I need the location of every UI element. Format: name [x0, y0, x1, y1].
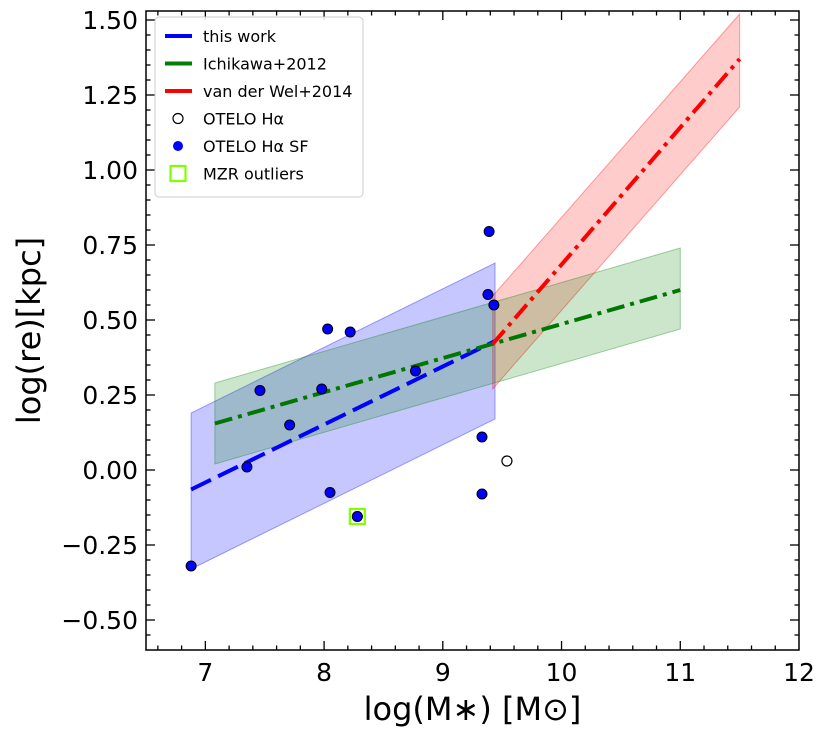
otelo-h-sf-point: [324, 487, 336, 498]
y-tick-label: 0.50: [82, 306, 138, 335]
y-tick-labels: −0.50 −0.25 0.00 0.25 0.50 0.75 1.00 1.25 1.50: [61, 6, 138, 635]
legend-filled-circle: [173, 141, 183, 151]
otelo-h-sf-point: [241, 461, 253, 473]
fit-lines: [190, 57, 742, 492]
x-tick-labels: 7 8 9 10 11 12: [197, 658, 814, 687]
legend-item-otelo-h-sf: OTELO Hα SF: [173, 137, 309, 156]
legend-label: OTELO Hα: [203, 110, 284, 129]
x-tick-label: 12: [783, 658, 815, 687]
legend-item-ichikawa-2012: Ichikawa+2012: [165, 55, 327, 74]
otelo-h-sf-point: [488, 299, 500, 311]
x-tick-label: 10: [546, 658, 578, 687]
van-der-wel-2014-line: [491, 57, 742, 346]
axis-ticks: [146, 11, 799, 650]
legend-label: this work: [203, 27, 277, 46]
otelo-h-sf-point: [482, 289, 494, 300]
van-der-wel-2014-band: [492, 12, 741, 391]
ichikawa-2012-line: [214, 288, 681, 426]
otelo-h-sf-point: [185, 560, 197, 572]
otelo-h-sf-point: [322, 323, 334, 335]
y-tick-label: −0.25: [61, 531, 138, 560]
y-tick-label: 1.00: [82, 156, 138, 185]
otelo-h-sf-point: [254, 385, 266, 396]
legend-item-this-work: this work: [165, 27, 277, 46]
x-tick-label: 7: [197, 658, 213, 687]
y-tick-label: 0.75: [82, 231, 138, 260]
legend: this work Ichikawa+2012 van der Wel+2014 OT…: [154, 16, 364, 198]
otelo-h-sf-point: [284, 419, 296, 431]
otelo-h-sf-point: [483, 226, 495, 237]
legend-box: [154, 16, 364, 198]
x-axis-label: log(M∗) [M⊙]: [364, 690, 582, 728]
mzr-outliers-point: [348, 507, 366, 526]
y-tick-label: 0.25: [82, 381, 138, 410]
otelo-h-sf-point: [351, 511, 363, 522]
otelo-h-sf-point: [410, 365, 422, 377]
this-work-line: [190, 339, 496, 492]
data-points: [185, 226, 513, 572]
legend-item-van-der-wel-2014: van der Wel+2014: [165, 82, 352, 101]
legend-item-otelo-h: OTELO Hα: [172, 110, 284, 129]
otelo-h-sf-point: [476, 431, 488, 443]
plot-frame: [145, 10, 800, 651]
y-tick-label: 1.50: [82, 6, 138, 35]
legend-item-mzr-outliers: MZR outliers: [169, 164, 304, 184]
otelo-h-sf-point: [344, 326, 356, 338]
y-tick-label: −0.50: [61, 606, 138, 635]
legend-label: MZR outliers: [203, 165, 304, 184]
legend-label: OTELO Hα SF: [203, 137, 309, 156]
otelo-h-sf-point: [316, 383, 328, 395]
x-tick-label: 11: [664, 658, 696, 687]
legend-open-square: [169, 164, 187, 183]
otelo-h-sf-point: [476, 488, 488, 500]
x-tick-label: 8: [316, 658, 332, 687]
y-tick-label: 0.00: [82, 456, 138, 485]
otelo-h-point: [501, 455, 513, 467]
legend-open-circle: [172, 112, 184, 125]
legend-label: van der Wel+2014: [203, 82, 352, 101]
y-axis-label: log(re)[kpc]: [10, 237, 48, 424]
x-tick-label: 9: [435, 658, 451, 687]
legend-label: Ichikawa+2012: [203, 55, 327, 74]
y-tick-label: 1.25: [82, 81, 138, 110]
